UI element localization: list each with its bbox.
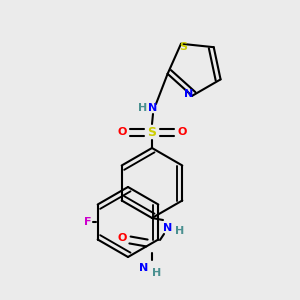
Text: S: S	[148, 125, 157, 139]
Text: S: S	[179, 42, 187, 52]
Text: H: H	[176, 226, 184, 236]
Text: N: N	[184, 89, 194, 99]
Text: O: O	[117, 233, 127, 243]
Text: N: N	[164, 223, 172, 233]
Text: H: H	[152, 268, 162, 278]
Text: O: O	[117, 127, 127, 137]
Text: F: F	[84, 217, 92, 227]
Text: N: N	[140, 263, 148, 273]
Text: H: H	[138, 103, 148, 113]
Text: O: O	[177, 127, 187, 137]
Text: N: N	[148, 103, 158, 113]
